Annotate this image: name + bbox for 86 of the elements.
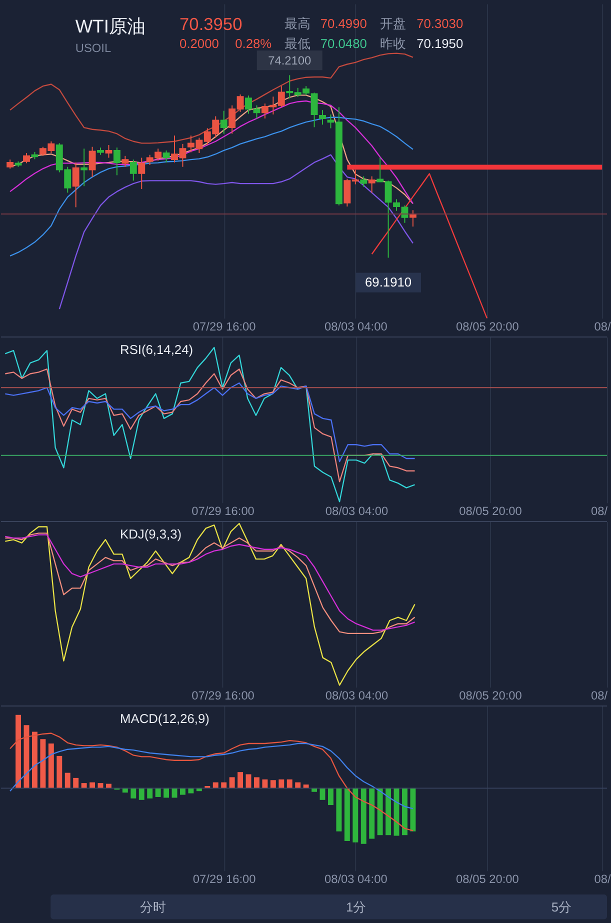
text: 1分 bbox=[346, 899, 366, 914]
candlestick bbox=[360, 176, 368, 188]
x-tick-label: 08/ bbox=[590, 688, 608, 703]
chart-subtitle: USOIL bbox=[75, 40, 112, 55]
annotation: 69.1910 bbox=[365, 274, 412, 290]
candlestick bbox=[6, 159, 14, 170]
bar bbox=[122, 788, 128, 793]
candlestick bbox=[72, 162, 80, 208]
x-tick-label: 08/ bbox=[594, 872, 611, 886]
candlestick bbox=[122, 155, 129, 168]
candlestick bbox=[162, 150, 170, 163]
bar bbox=[328, 788, 334, 806]
bar bbox=[254, 777, 260, 788]
text: 分时 bbox=[140, 899, 166, 914]
chart-title: RSI(6,14,24) bbox=[120, 342, 194, 357]
bar bbox=[402, 788, 408, 836]
chart-title: WTI原油 bbox=[75, 16, 145, 37]
bar bbox=[48, 744, 54, 788]
bar bbox=[344, 788, 350, 841]
bar bbox=[32, 732, 38, 788]
x-tick-label: 07/29 16:00 bbox=[192, 504, 255, 518]
x-tick-label: 08/05 20:00 bbox=[456, 872, 520, 886]
x-tick-label: 08/05 20:00 bbox=[456, 320, 520, 334]
text: 70.3030 bbox=[416, 16, 464, 32]
text: 最低 bbox=[284, 36, 311, 51]
bar bbox=[64, 772, 70, 788]
text: 70.1950 bbox=[416, 36, 464, 51]
bar bbox=[40, 739, 46, 788]
text: 70.0480 bbox=[320, 36, 367, 51]
bar bbox=[320, 788, 326, 800]
bar bbox=[130, 788, 136, 798]
text: 0.28% bbox=[235, 36, 272, 51]
bar bbox=[410, 788, 416, 832]
bar bbox=[56, 756, 62, 788]
x-tick-label: 08/03 04:00 bbox=[324, 872, 388, 886]
text: 最高 bbox=[284, 16, 311, 32]
bar bbox=[386, 788, 392, 836]
bar bbox=[336, 788, 342, 832]
candlestick bbox=[88, 146, 96, 178]
x-tick-label: 07/29 16:00 bbox=[192, 320, 256, 334]
bar bbox=[73, 778, 79, 788]
bar bbox=[262, 779, 268, 788]
bar bbox=[377, 788, 383, 836]
bar bbox=[270, 780, 276, 788]
text: 70.4990 bbox=[320, 16, 367, 32]
bar bbox=[312, 788, 318, 792]
bar bbox=[147, 788, 153, 798]
bar bbox=[238, 772, 244, 788]
text: 开盘 bbox=[380, 16, 406, 32]
candlestick bbox=[319, 110, 326, 126]
bar bbox=[360, 788, 366, 844]
annotation: 74.2100 bbox=[268, 53, 312, 68]
x-tick-label: 07/29 16:00 bbox=[192, 872, 256, 886]
x-tick-label: 08/05 20:00 bbox=[459, 688, 522, 703]
candlestick bbox=[105, 144, 112, 158]
bar bbox=[369, 788, 375, 839]
bar bbox=[229, 777, 235, 788]
x-tick-label: 08/ bbox=[594, 320, 611, 334]
bar bbox=[278, 779, 284, 788]
x-tick-label: 08/ bbox=[590, 504, 608, 518]
candlestick bbox=[368, 176, 376, 194]
bar bbox=[16, 714, 22, 788]
x-tick-label: 08/03 04:00 bbox=[325, 504, 389, 518]
text: 昨收 bbox=[380, 36, 406, 51]
text: 0.2000 bbox=[180, 36, 219, 51]
x-tick-label: 08/03 04:00 bbox=[324, 320, 388, 334]
bar bbox=[180, 788, 186, 795]
bar bbox=[352, 788, 358, 842]
candlestick bbox=[23, 152, 30, 164]
x-tick-label: 08/05 20:00 bbox=[459, 504, 522, 518]
candlestick bbox=[113, 147, 120, 176]
chart-title: KDJ(9,3,3) bbox=[120, 526, 182, 542]
x-tick-label: 08/03 04:00 bbox=[325, 688, 389, 703]
candlestick bbox=[220, 110, 228, 134]
x-tick-label: 07/29 16:00 bbox=[192, 688, 255, 703]
bar bbox=[188, 788, 194, 794]
candlestick bbox=[80, 148, 88, 187]
bar bbox=[155, 788, 161, 797]
candlestick bbox=[130, 159, 137, 182]
text: 70.3950 bbox=[180, 14, 242, 34]
bar bbox=[138, 788, 144, 800]
bar bbox=[164, 788, 170, 798]
candlestick bbox=[138, 157, 146, 190]
bar bbox=[286, 779, 292, 788]
chart-title: MACD(12,26,9) bbox=[120, 710, 210, 726]
text: 5分 bbox=[551, 899, 572, 914]
